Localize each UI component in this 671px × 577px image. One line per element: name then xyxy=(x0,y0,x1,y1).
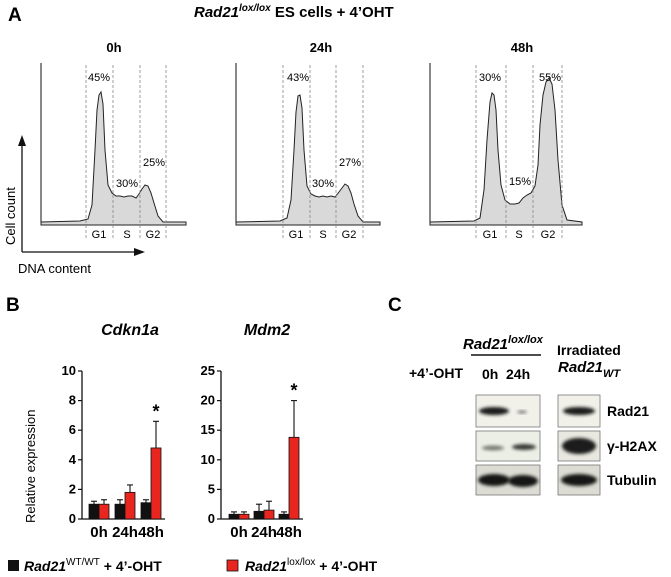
blot-row-rad21: Rad21 xyxy=(475,394,649,428)
pct-g1: 45% xyxy=(88,72,110,84)
histogram-curve xyxy=(235,94,381,226)
y-tick-label: 8 xyxy=(69,393,76,408)
x-tick-label: 0h xyxy=(230,524,248,541)
phase-g2: G2 xyxy=(146,229,161,241)
phase-g2: G2 xyxy=(541,229,556,241)
y-tick-label: 10 xyxy=(62,363,76,378)
chart-title: Cdkn1a xyxy=(101,322,159,339)
blot-header-genotype: Rad21lox/lox xyxy=(463,334,544,353)
bar xyxy=(253,510,265,520)
blot-label-rad21: Rad21 xyxy=(607,403,649,419)
axis-x-label: DNA content xyxy=(18,261,91,276)
panel-a: A Rad21lox/lox ES cells + 4’OHT Cell cou… xyxy=(3,3,583,276)
bar xyxy=(278,513,290,520)
y-tick-label: 4 xyxy=(69,452,77,467)
bar xyxy=(114,503,126,520)
panel-a-letter: A xyxy=(8,5,22,26)
relative-expression-label: Relative expression xyxy=(23,410,38,523)
significance-asterisk: * xyxy=(152,401,159,421)
bar xyxy=(228,513,240,520)
chart-title: Mdm2 xyxy=(244,322,290,339)
treatment-label: +4’-OHT xyxy=(409,365,464,381)
bar xyxy=(263,509,275,520)
y-tick-label: 20 xyxy=(201,393,215,408)
x-tick-label: 48h xyxy=(276,524,302,541)
histogram-0h: 0h 45% 30% 25% G1 S G2 xyxy=(40,40,187,241)
pct-g2: 55% xyxy=(539,72,561,84)
y-tick-label: 25 xyxy=(201,363,215,378)
panel-c: C Rad21lox/lox +4’-OHT 0h 24h Irradiated… xyxy=(388,295,657,496)
legend-label-lox: Rad21lox/lox + 4’-OHT xyxy=(245,557,378,574)
histogram-time-label: 0h xyxy=(106,40,121,55)
blot-strips: Rad21 γ-H2AX Tubulin xyxy=(475,394,657,496)
phase-g2: G2 xyxy=(342,229,357,241)
pct-g2: 25% xyxy=(143,157,165,169)
y-tick-label: 0 xyxy=(208,511,215,526)
x-tick-label: 24h xyxy=(112,524,138,541)
irradiated-genotype: Rad21WT xyxy=(558,359,621,380)
y-tick-label: 6 xyxy=(69,422,76,437)
blot-row-tubulin: Tubulin xyxy=(475,464,657,496)
cell-count-axis xyxy=(18,135,145,256)
lane-0h: 0h xyxy=(482,366,498,382)
pct-g2: 27% xyxy=(339,157,361,169)
y-tick-label: 0 xyxy=(69,511,76,526)
legend: Rad21WT/WT + 4’-OHT Rad21lox/lox + 4’-OH… xyxy=(8,557,378,574)
bar-chart-mdm2: Mdm2 0 5 10 15 20 25 0h 24h 48h * xyxy=(201,322,303,541)
phase-g1: G1 xyxy=(289,229,304,241)
pct-g1: 30% xyxy=(479,72,501,84)
bar-chart-cdkn1a: Cdkn1a 0 2 4 6 8 10 0h 24h 48h * xyxy=(62,322,165,541)
bar xyxy=(140,502,152,520)
phase-g1: G1 xyxy=(483,229,498,241)
histogram-curve xyxy=(429,77,583,226)
pct-s: 30% xyxy=(116,178,138,190)
histogram-48h: 48h 30% 15% 55% G1 S G2 xyxy=(429,40,583,241)
panel-b-letter: B xyxy=(6,295,20,316)
histogram-time-label: 48h xyxy=(511,40,533,55)
blot-label-tubulin: Tubulin xyxy=(607,472,657,488)
y-tick-label: 2 xyxy=(69,481,76,496)
significance-asterisk: * xyxy=(290,381,297,401)
x-tick-label: 24h xyxy=(251,524,277,541)
histogram-time-label: 24h xyxy=(310,40,332,55)
legend-label-wt: Rad21WT/WT + 4’-OHT xyxy=(24,557,162,574)
y-tick-label: 10 xyxy=(201,452,215,467)
y-tick-label: 15 xyxy=(201,422,215,437)
histogram-curve xyxy=(40,90,187,226)
x-tick-label: 48h xyxy=(138,524,164,541)
bar xyxy=(288,436,300,520)
panel-a-title: Rad21lox/lox ES cells + 4’OHT xyxy=(194,3,394,21)
blot-label-h2ax: γ-H2AX xyxy=(607,438,657,454)
pct-s: 15% xyxy=(509,176,531,188)
bar xyxy=(98,503,110,520)
phase-s: S xyxy=(515,229,522,241)
x-tick-label: 0h xyxy=(90,524,108,541)
y-tick-label: 5 xyxy=(208,481,215,496)
irradiated-label: Irradiated xyxy=(557,342,621,358)
phase-g1: G1 xyxy=(92,229,107,241)
bar xyxy=(88,503,100,520)
pct-g1: 43% xyxy=(287,72,309,84)
phase-s: S xyxy=(123,229,130,241)
lane-24h: 24h xyxy=(506,366,530,382)
bar xyxy=(150,447,162,520)
pct-s: 30% xyxy=(312,178,334,190)
axis-y-label: Cell count xyxy=(3,187,18,245)
histogram-24h: 24h 43% 30% 27% G1 S G2 xyxy=(235,40,381,241)
bar xyxy=(238,513,250,520)
blot-row-h2ax: γ-H2AX xyxy=(475,430,657,462)
legend-swatch-lox xyxy=(226,559,239,572)
bar xyxy=(124,491,136,520)
legend-swatch-wt xyxy=(8,560,19,571)
panel-c-letter: C xyxy=(388,295,402,316)
phase-s: S xyxy=(319,229,326,241)
